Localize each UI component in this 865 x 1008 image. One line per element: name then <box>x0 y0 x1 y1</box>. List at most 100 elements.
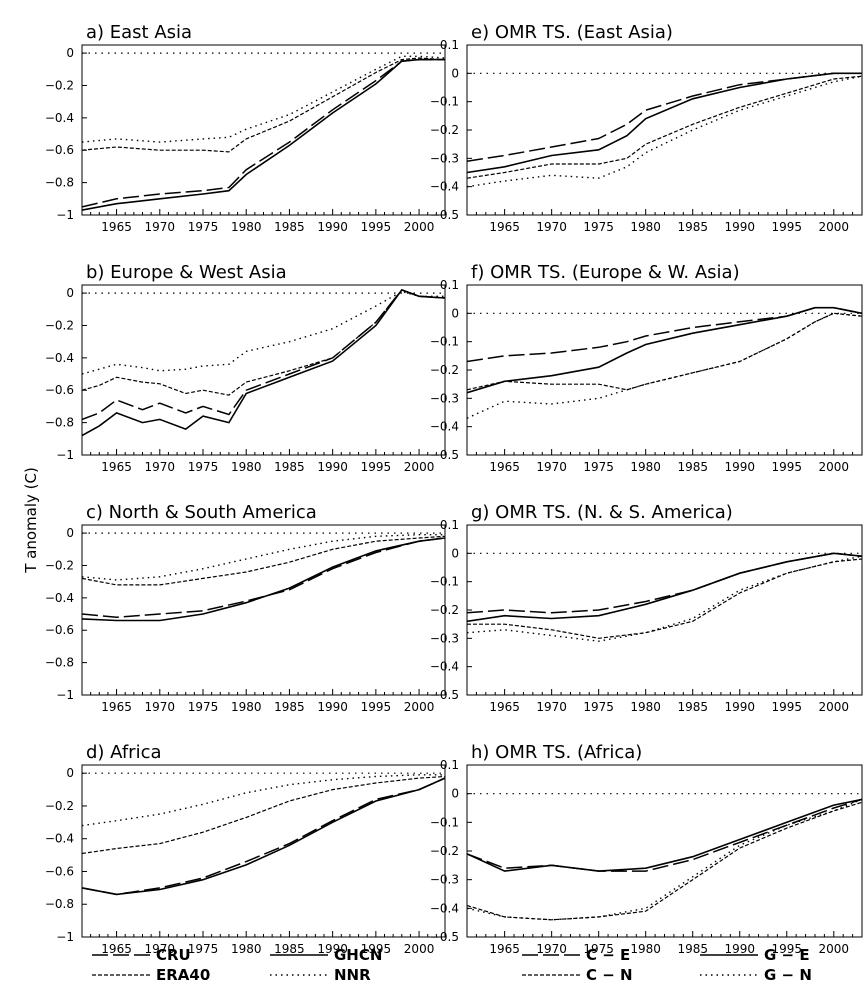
x-tick-label: 1965 <box>489 700 520 714</box>
x-tick-label: 1965 <box>101 942 132 956</box>
x-tick-label: 1965 <box>489 942 520 956</box>
x-tick-label: 1985 <box>274 460 305 474</box>
x-tick-label: 1990 <box>724 460 755 474</box>
x-tick-label: 1990 <box>724 942 755 956</box>
legend-entry-left-2: GHCN <box>270 946 382 964</box>
x-tick-label: 1985 <box>677 460 708 474</box>
series-line-ghcn <box>82 537 445 622</box>
panel-title: d) Africa <box>86 742 162 763</box>
panel-title: c) North & South America <box>86 502 317 523</box>
series-line-c-n <box>467 801 862 921</box>
x-tick-label: 2000 <box>819 220 850 234</box>
series-line-c-e <box>467 552 862 614</box>
panel-title: e) OMR TS. (East Asia) <box>471 22 673 43</box>
x-tick-label: 1975 <box>188 700 219 714</box>
legend-label: NNR <box>334 966 371 984</box>
x-tick-label: 1970 <box>536 220 567 234</box>
x-tick-label: 1975 <box>188 942 219 956</box>
y-tick-label: −1 <box>56 208 74 222</box>
x-tick-label: 1980 <box>231 942 262 956</box>
series-line-g-e <box>467 552 862 623</box>
panel-2: e) OMR TS. (East Asia) 0.1 0 −0.1 −0.2 −0.3 −0… <box>430 22 863 234</box>
y-tick-label: −0.2 <box>430 363 459 377</box>
x-tick-label: 1985 <box>677 942 708 956</box>
series-line-era40 <box>82 775 445 855</box>
y-tick-label: −0.2 <box>430 123 459 137</box>
y-tick-label: −0.5 <box>430 688 459 702</box>
y-tick-label: −0.2 <box>430 844 459 858</box>
y-tick-label: 0.1 <box>440 278 459 292</box>
plot-frame <box>466 764 863 938</box>
y-tick-label: −0.2 <box>45 799 74 813</box>
x-tick-label: 1990 <box>724 700 755 714</box>
x-tick-label: 1965 <box>489 220 520 234</box>
x-tick-label: 1985 <box>677 700 708 714</box>
legend-label: G − N <box>764 966 812 984</box>
x-tick-label: 1995 <box>361 220 392 234</box>
y-tick-label: −0.4 <box>430 180 459 194</box>
x-tick-label: 1990 <box>317 700 348 714</box>
x-tick-label: 1965 <box>101 460 132 474</box>
series-line-g-n <box>467 798 862 921</box>
series-line-era40 <box>82 535 445 586</box>
series-line-ghcn <box>82 777 445 896</box>
plot-frame <box>466 284 863 456</box>
legend-entry-right-3: C − N <box>522 966 633 984</box>
series-line-ghcn <box>82 58 445 211</box>
x-tick-label: 1970 <box>536 700 567 714</box>
x-tick-label: 1965 <box>489 460 520 474</box>
y-tick-label: −0.5 <box>430 208 459 222</box>
x-tick-label: 1965 <box>101 700 132 714</box>
legend-label: C − E <box>586 946 630 964</box>
series-line-c-n <box>467 75 862 179</box>
legend-entry-right-4: G − N <box>700 966 812 984</box>
y-tick-label: −0.6 <box>45 623 74 637</box>
series-line-nnr <box>82 534 445 581</box>
x-tick-label: 2000 <box>819 942 850 956</box>
x-tick-label: 1995 <box>361 942 392 956</box>
series-line-g-n <box>467 555 862 642</box>
y-tick-label: 0.1 <box>440 518 459 532</box>
y-tick-label: −0.4 <box>45 832 74 846</box>
series-line-nnr <box>82 290 445 375</box>
plot-frame <box>81 284 446 456</box>
series-line-g-e <box>467 72 862 174</box>
plot-frame <box>466 44 863 216</box>
y-tick-label: −0.8 <box>45 897 74 911</box>
x-tick-label: 2000 <box>819 700 850 714</box>
legends: CRU GHCN ERA40 NNR C − E G − E C − N G − N <box>92 946 812 984</box>
plot-frame <box>466 524 863 696</box>
x-tick-label: 1970 <box>145 220 176 234</box>
legend-label: C − N <box>586 966 633 984</box>
y-tick-label: −1 <box>56 448 74 462</box>
y-tick-label: −0.4 <box>45 111 74 125</box>
x-tick-label: 1985 <box>274 942 305 956</box>
x-tick-label: 1985 <box>677 220 708 234</box>
x-tick-label: 1970 <box>536 460 567 474</box>
y-tick-label: −0.3 <box>430 631 459 645</box>
series-line-cru <box>82 289 445 421</box>
panel-title: h) OMR TS. (Africa) <box>471 742 642 763</box>
y-tick-label: −0.8 <box>45 656 74 670</box>
x-tick-label: 1975 <box>583 220 614 234</box>
x-tick-label: 1975 <box>188 220 219 234</box>
x-tick-label: 1990 <box>724 220 755 234</box>
x-tick-label: 1980 <box>231 460 262 474</box>
x-tick-label: 2000 <box>404 942 435 956</box>
y-tick-label: 0 <box>451 306 459 320</box>
series-line-g-n <box>467 312 862 419</box>
x-tick-label: 1995 <box>771 220 802 234</box>
x-tick-label: 1995 <box>361 460 392 474</box>
y-tick-label: 0.1 <box>440 38 459 52</box>
panel-1: a) East Asia 0 −0.2 −0.4 −0.6 −0.8 −1 1965 1970 1… <box>45 22 446 234</box>
y-tick-label: −0.1 <box>430 335 459 349</box>
series-line-g-e <box>467 798 862 872</box>
y-axis-label: T anomaly (C) <box>22 467 40 574</box>
x-tick-label: 1975 <box>188 460 219 474</box>
x-tick-label: 2000 <box>404 220 435 234</box>
legend-label: ERA40 <box>156 966 210 984</box>
legend-label: G − E <box>764 946 810 964</box>
x-tick-label: 1985 <box>274 700 305 714</box>
series-line-c-e <box>467 306 862 363</box>
